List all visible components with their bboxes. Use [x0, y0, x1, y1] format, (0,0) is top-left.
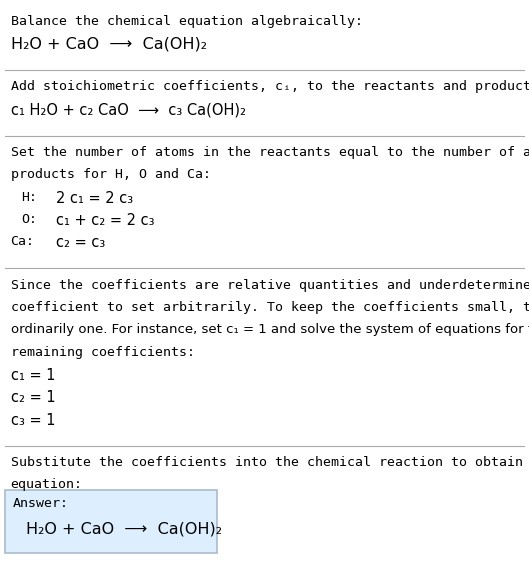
Text: equation:: equation: [11, 478, 83, 491]
Text: c₁ + c₂ = 2 c₃: c₁ + c₂ = 2 c₃ [56, 213, 154, 228]
Text: products for H, O and Ca:: products for H, O and Ca: [11, 168, 211, 181]
Text: Substitute the coefficients into the chemical reaction to obtain the balanced: Substitute the coefficients into the che… [11, 456, 529, 469]
FancyBboxPatch shape [5, 490, 217, 553]
Text: ordinarily one. For instance, set c₁ = 1 and solve the system of equations for t: ordinarily one. For instance, set c₁ = 1… [11, 323, 529, 336]
Text: remaining coefficients:: remaining coefficients: [11, 346, 195, 359]
Text: c₁ = 1: c₁ = 1 [11, 368, 55, 383]
Text: H₂O + CaO  ⟶  Ca(OH)₂: H₂O + CaO ⟶ Ca(OH)₂ [11, 37, 207, 52]
Text: Balance the chemical equation algebraically:: Balance the chemical equation algebraica… [11, 15, 362, 28]
Text: 2 c₁ = 2 c₃: 2 c₁ = 2 c₃ [56, 191, 133, 206]
Text: O:: O: [21, 213, 37, 226]
Text: Set the number of atoms in the reactants equal to the number of atoms in the: Set the number of atoms in the reactants… [11, 146, 529, 159]
Text: Add stoichiometric coefficients, cᵢ, to the reactants and products:: Add stoichiometric coefficients, cᵢ, to … [11, 80, 529, 93]
Text: c₃ = 1: c₃ = 1 [11, 413, 55, 428]
Text: c₂ = c₃: c₂ = c₃ [56, 235, 105, 251]
Text: Answer:: Answer: [13, 497, 69, 510]
Text: c₂ = 1: c₂ = 1 [11, 390, 55, 406]
Text: H₂O + CaO  ⟶  Ca(OH)₂: H₂O + CaO ⟶ Ca(OH)₂ [26, 521, 223, 536]
Text: Since the coefficients are relative quantities and underdetermined, choose a: Since the coefficients are relative quan… [11, 279, 529, 292]
Text: Ca:: Ca: [11, 235, 34, 248]
Text: H:: H: [21, 191, 37, 204]
Text: c₁ H₂O + c₂ CaO  ⟶  c₃ Ca(OH)₂: c₁ H₂O + c₂ CaO ⟶ c₃ Ca(OH)₂ [11, 103, 245, 118]
Text: coefficient to set arbitrarily. To keep the coefficients small, the arbitrary va: coefficient to set arbitrarily. To keep … [11, 301, 529, 314]
